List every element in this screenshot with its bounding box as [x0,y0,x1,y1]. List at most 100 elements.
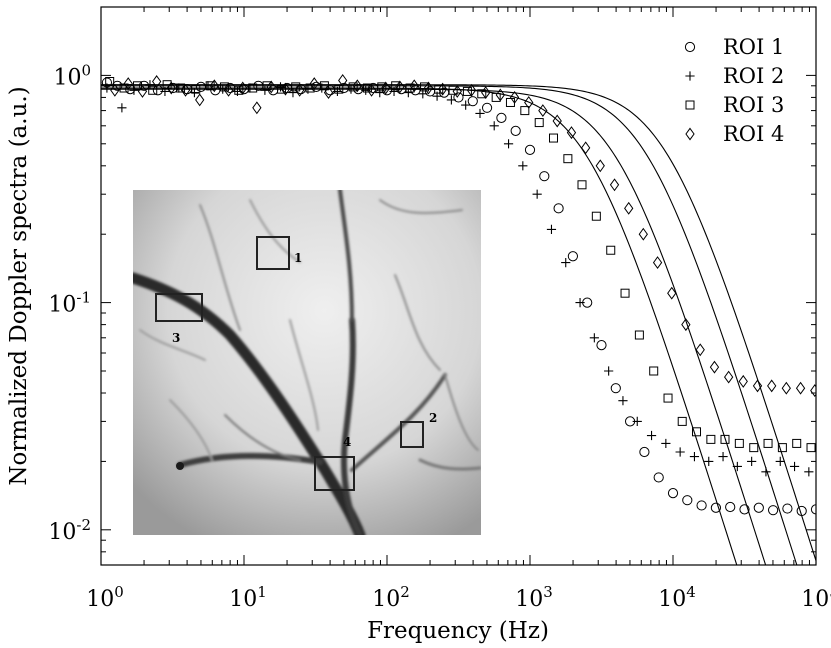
data-point-roi-1 [195,81,207,92]
data-point-roi-4 [438,82,448,96]
data-point-roi-3 [277,84,287,94]
data-point-roi-2 [375,87,385,98]
axis-ticks [100,6,817,566]
data-point-roi-3 [677,416,687,426]
data-point-roi-4 [123,77,133,91]
data-point-roi-2 [604,366,614,376]
data-point-roi-4 [238,81,248,95]
data-point-roi-3 [234,85,244,95]
data-point-roi-4 [652,256,663,270]
data-point-roi-3 [763,438,773,448]
data-point-roi-1 [610,383,621,394]
data-point-roi-3 [262,81,272,91]
data-point-roi-3 [362,83,372,93]
data-point-roi-1 [152,85,164,96]
data-point-roi-4 [552,114,562,128]
data-point-roi-1 [753,502,764,513]
data-point-roi-4 [323,86,334,100]
data-point-roi-3 [434,84,444,94]
data-point-roi-4 [381,81,391,95]
data-point-roi-4 [180,83,191,97]
y-tick-label: 10-1 [48,289,91,318]
data-point-roi-4 [781,381,791,395]
data-point-roi-4 [481,86,491,100]
data-point-roi-1 [553,203,564,214]
data-point-roi-1 [810,504,816,515]
data-point-roi-3 [420,82,430,92]
data-point-roi-3 [448,85,458,95]
data-point-roi-2 [446,95,456,105]
data-point-roi-4 [752,379,763,393]
data-point-roi-3 [133,81,143,91]
series-roi-2 [102,80,814,477]
data-point-roi-2 [675,447,685,457]
data-point-roi-2 [203,81,213,91]
legend-label-roi-4: ROI 4 [723,122,784,146]
data-point-roi-4 [409,79,419,93]
data-point-roi-3 [591,211,601,221]
inset-region-boxes [155,236,424,491]
data-point-roi-1 [696,500,707,511]
data-point-roi-3 [563,154,573,164]
data-point-roi-4 [738,374,748,388]
data-point-roi-1 [567,251,578,262]
legend-marker-roi-4 [685,127,695,141]
data-point-roi-4 [352,79,362,93]
data-point-roi-4 [280,82,291,96]
data-point-roi-4 [709,360,720,374]
data-point-roi-3 [405,83,415,93]
x-tick-label: 102 [372,583,410,612]
data-point-roi-3 [477,89,487,99]
data-point-roi-2 [704,456,714,467]
data-point-roi-3 [491,92,501,102]
y-tick-label: 10-2 [48,516,91,545]
data-point-roi-4 [524,96,534,109]
data-point-roi-4 [137,84,148,98]
data-point-roi-1 [796,505,807,517]
data-point-roi-4 [724,370,734,384]
data-point-roi-3 [720,434,730,444]
data-point-roi-2 [361,85,371,95]
data-point-roi-3 [634,330,644,340]
data-point-roi-3 [806,443,816,453]
data-point-roi-1 [453,92,464,103]
data-point-roi-4 [538,104,548,118]
data-point-roi-1 [782,503,793,514]
data-point-roi-4 [466,83,477,97]
data-point-roi-2 [689,451,700,462]
inset-region-label-4: 4 [343,435,351,449]
data-point-roi-1 [125,84,136,95]
data-point-roi-2 [747,456,757,467]
vessel-image-inset: 1 2 3 4 [133,190,481,535]
data-point-roi-4 [366,83,377,97]
data-point-roi-2 [288,87,298,98]
data-point-roi-3 [391,81,401,91]
data-point-roi-3 [649,366,659,376]
data-point-roi-1 [338,82,350,94]
data-point-roi-2 [561,257,571,268]
data-point-roi-2 [489,121,499,131]
data-point-roi-3 [176,83,186,93]
data-point-roi-4 [509,90,520,104]
data-point-roi-2 [403,87,413,98]
y-tick-label: 100 [53,61,91,90]
data-point-roi-3 [248,83,258,93]
data-point-roi-1 [596,340,607,351]
data-point-roi-1 [639,446,650,458]
data-point-roi-3 [606,245,616,255]
data-point-roi-1 [524,144,536,155]
legend-item-roi-1: ROI 1 [684,35,784,59]
series-roi-3 [105,77,816,453]
data-point-roi-4 [581,141,591,155]
data-point-roi-3 [692,427,702,437]
data-point-roi-3 [734,438,744,448]
legend-item-roi-3: ROI 3 [685,93,784,117]
data-point-roi-4 [395,80,405,94]
data-point-roi-2 [789,461,800,472]
data-point-roi-2 [661,438,671,449]
data-point-roi-3 [462,86,472,96]
data-point-roi-3 [549,133,559,143]
data-point-roi-4 [495,88,505,102]
data-point-roi-1 [739,504,750,515]
